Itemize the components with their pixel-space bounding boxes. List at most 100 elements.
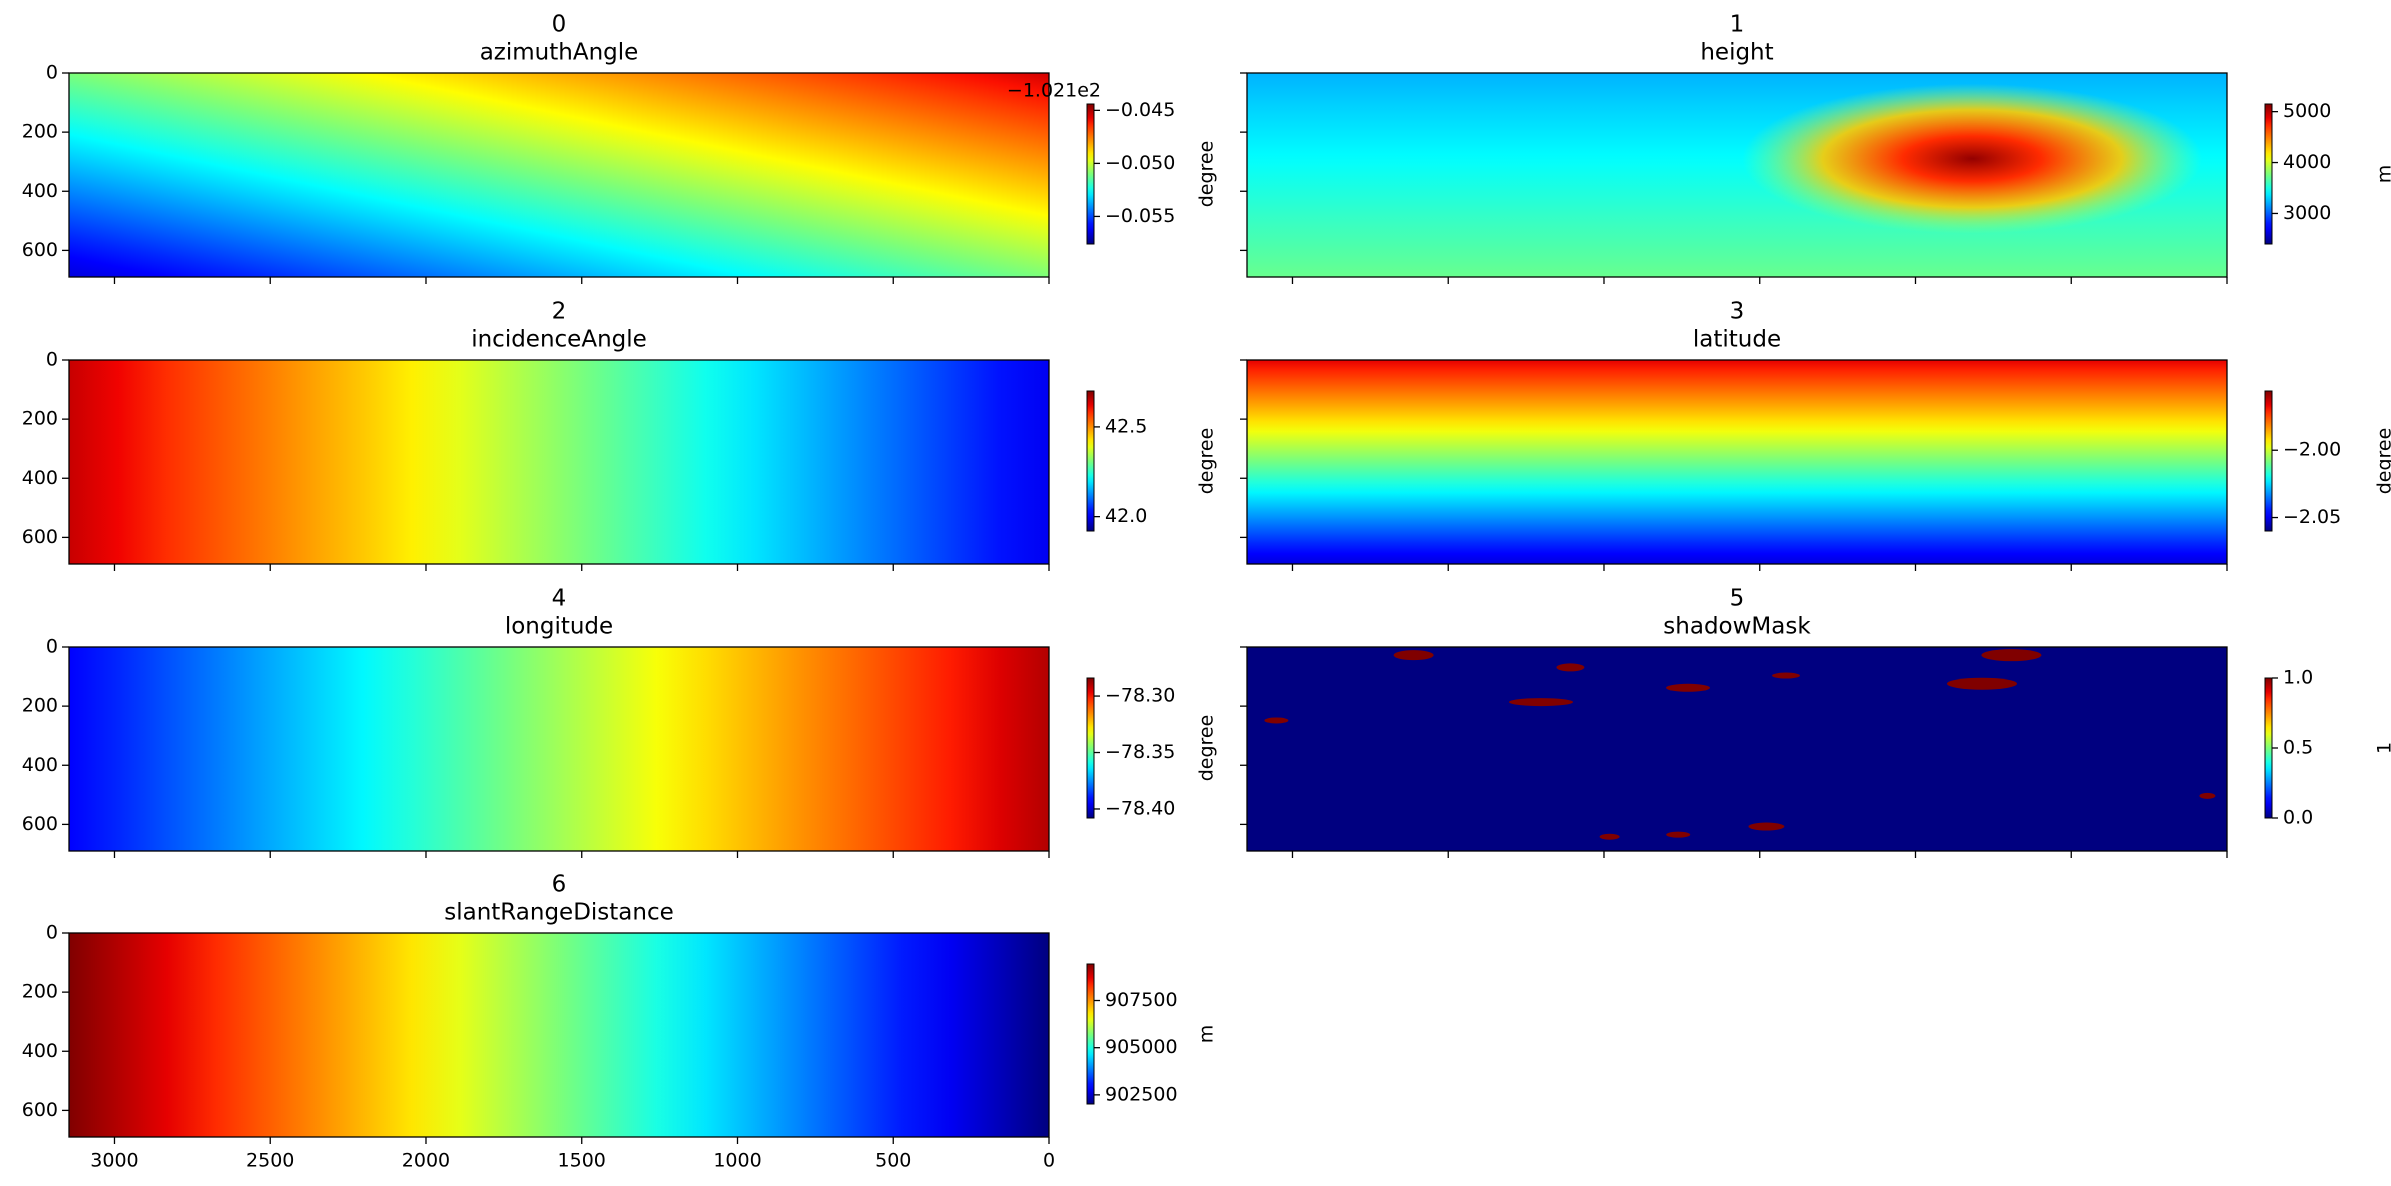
heatmap-image — [1247, 360, 2227, 564]
panel-subtitle: height — [1700, 40, 1773, 66]
y-tick-label: 200 — [22, 121, 58, 143]
shadow-region — [1666, 831, 1691, 838]
colorbar — [2264, 677, 2273, 819]
y-tick-label: 400 — [22, 754, 58, 776]
shadow-region — [1264, 717, 1289, 724]
shadow-region — [2199, 792, 2216, 799]
shadow-region — [1748, 822, 1785, 831]
axes-frame — [1246, 72, 2228, 278]
axes-frame — [1246, 359, 2228, 565]
y-tick-label: 400 — [22, 467, 58, 489]
colorbar-tick-label: 905000 — [1105, 1036, 1178, 1058]
y-tick-label: 600 — [22, 1099, 58, 1121]
y-tick-label: 600 — [22, 239, 58, 261]
shadow-region — [1599, 833, 1620, 840]
panel-subtitle: slantRangeDistance — [444, 900, 674, 926]
colorbar-tick-label: −0.050 — [1105, 152, 1175, 174]
axes-frame — [68, 646, 1050, 852]
panel-subtitle: latitude — [1693, 327, 1781, 353]
x-tick-label: 500 — [875, 1150, 911, 1172]
y-tick-label: 0 — [46, 636, 58, 658]
colorbar-label: degree — [1196, 141, 1218, 208]
axes-frame — [68, 72, 1050, 278]
colorbar-tick-label: −0.045 — [1105, 99, 1175, 121]
panel-subtitle: shadowMask — [1663, 614, 1811, 640]
shadow-region — [1666, 683, 1710, 692]
colorbar — [1086, 103, 1095, 245]
y-tick-label: 200 — [22, 695, 58, 717]
colorbar — [2264, 103, 2273, 245]
colorbar — [1086, 963, 1095, 1105]
y-tick-label: 400 — [22, 180, 58, 202]
panel-title: 3 — [1730, 299, 1745, 325]
colorbar-tick-label: −78.30 — [1105, 685, 1175, 707]
colorbar-tick-label: 907500 — [1105, 989, 1178, 1011]
axes-frame — [1246, 646, 2228, 852]
offset-text: −1.021e2 — [1007, 80, 1101, 102]
colorbar — [1086, 677, 1095, 819]
shadow-region — [1393, 650, 1434, 661]
colorbar-tick-label: −2.00 — [2283, 439, 2341, 461]
colorbar-tick-label: 902500 — [1105, 1083, 1178, 1105]
heatmap-image — [69, 647, 1049, 851]
shadow-region — [1981, 649, 2042, 662]
y-tick-label: 600 — [22, 526, 58, 548]
colorbar-label: degree — [1196, 428, 1218, 495]
panel-title: 0 — [552, 12, 567, 38]
x-tick-label: 2000 — [402, 1150, 450, 1172]
panel-title: 5 — [1730, 586, 1745, 612]
panel-subtitle: incidenceAngle — [471, 327, 647, 353]
colorbar-tick-label: 42.5 — [1105, 415, 1147, 437]
axes-frame — [68, 359, 1050, 565]
x-tick-label: 2500 — [246, 1150, 294, 1172]
y-tick-label: 200 — [22, 408, 58, 430]
panel-subtitle: azimuthAngle — [480, 40, 639, 66]
shadow-region — [1947, 677, 2017, 690]
heatmap-image — [1247, 647, 2227, 851]
colorbar-tick-label: 0.0 — [2283, 807, 2313, 829]
colorbar-tick-label: 1.0 — [2283, 667, 2313, 689]
colorbar-label: degree — [1196, 715, 1218, 782]
colorbar-tick-label: 5000 — [2283, 100, 2331, 122]
panel-title: 2 — [552, 299, 567, 325]
x-tick-label: 1000 — [713, 1150, 761, 1172]
colorbar-label: 1 — [2374, 742, 2391, 754]
x-tick-label: 0 — [1043, 1150, 1055, 1172]
colorbar — [2264, 390, 2273, 532]
subplot: 0azimuthAngle0200400600−0.045−0.050−0.05… — [22, 12, 1218, 284]
panel-subtitle: longitude — [505, 614, 613, 640]
y-tick-label: 0 — [46, 922, 58, 944]
colorbar-tick-label: 3000 — [2283, 202, 2331, 224]
heatmap-peak — [1742, 83, 2203, 234]
heatmap-image — [69, 73, 1049, 277]
y-tick-label: 400 — [22, 1040, 58, 1062]
shadow-region — [1772, 672, 1800, 679]
heatmap-image — [69, 360, 1049, 564]
colorbar — [1086, 390, 1095, 532]
panel-title: 4 — [552, 586, 567, 612]
colorbar-tick-label: 42.0 — [1105, 505, 1147, 527]
colorbar-tick-label: −78.35 — [1105, 741, 1175, 763]
colorbar-label: degree — [2374, 428, 2391, 495]
y-tick-label: 0 — [46, 349, 58, 371]
colorbar-tick-label: −2.05 — [2283, 506, 2341, 528]
colorbar-label: m — [2374, 165, 2391, 184]
colorbar-tick-label: 0.5 — [2283, 737, 2313, 759]
panel-title: 1 — [1730, 12, 1745, 38]
panel-title: 6 — [552, 872, 567, 898]
shadow-region — [1556, 663, 1585, 672]
colorbar-tick-label: −78.40 — [1105, 797, 1175, 819]
y-tick-label: 600 — [22, 813, 58, 835]
colorbar-label: m — [1196, 1025, 1218, 1044]
shadow-region — [1509, 698, 1573, 707]
heatmap-image — [69, 933, 1049, 1137]
x-tick-label: 1500 — [558, 1150, 606, 1172]
